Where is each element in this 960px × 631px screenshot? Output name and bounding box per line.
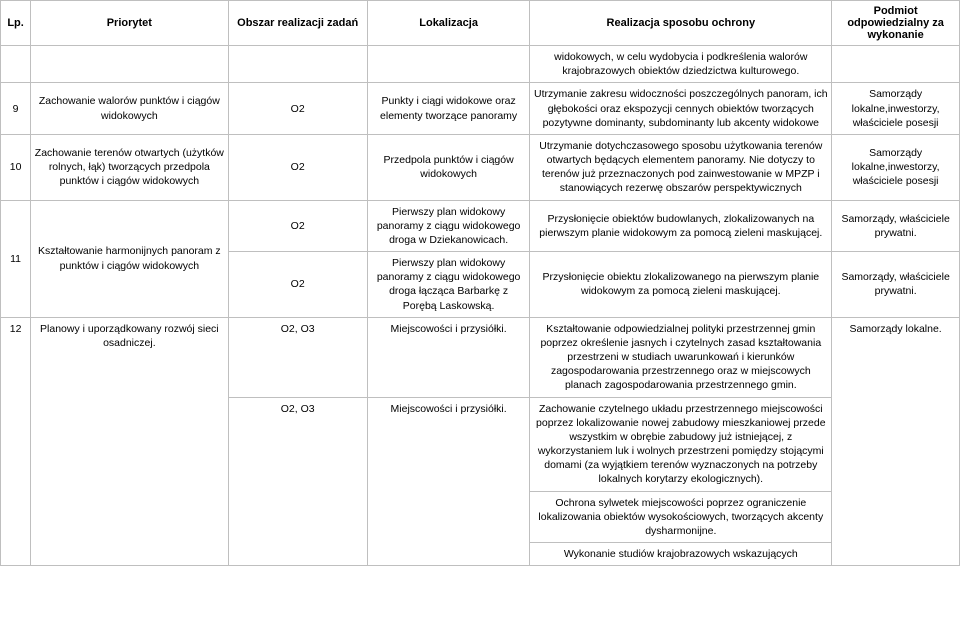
cell-obszar: O2 bbox=[228, 200, 367, 252]
header-lokalizacja: Lokalizacja bbox=[367, 1, 530, 46]
cell-podmiot: Samorządy, właściciele prywatni. bbox=[832, 200, 960, 252]
cell-realizacja: Utrzymanie zakresu widoczności poszczegó… bbox=[530, 83, 832, 135]
header-lp: Lp. bbox=[1, 1, 31, 46]
cell-priorytet: Zachowanie walorów punktów i ciągów wido… bbox=[31, 83, 228, 135]
table-header-row: Lp. Priorytet Obszar realizacji zadań Lo… bbox=[1, 1, 960, 46]
cell-obszar: O2, O3 bbox=[228, 317, 367, 397]
table-row: 12 Planowy i uporządkowany rozwój sieci … bbox=[1, 317, 960, 397]
cell-lokalizacja: Pierwszy plan widokowy panoramy z ciągu … bbox=[367, 252, 530, 318]
cell-priorytet: Zachowanie terenów otwartych (użytków ro… bbox=[31, 134, 228, 200]
cell-obszar: O2, O3 bbox=[228, 397, 367, 566]
cell-podmiot: Samorządy lokalne,inwestorzy, właściciel… bbox=[832, 134, 960, 200]
cell-lokalizacja: Przedpola punktów i ciągów widokowych bbox=[367, 134, 530, 200]
cell-lokalizacja: Miejscowości i przysiółki. bbox=[367, 397, 530, 566]
cell-obszar: O2 bbox=[228, 252, 367, 318]
cell-lp: 11 bbox=[1, 200, 31, 317]
header-priorytet: Priorytet bbox=[31, 1, 228, 46]
cell-realizacja: Utrzymanie dotychczasowego sposobu użytk… bbox=[530, 134, 832, 200]
cell-podmiot: Samorządy lokalne. bbox=[832, 317, 960, 566]
cell-realizacja: Wykonanie studiów krajobrazowych wskazuj… bbox=[530, 543, 832, 566]
table-row: 11 Kształtowanie harmonijnych panoram z … bbox=[1, 200, 960, 252]
cell-priorytet: Planowy i uporządkowany rozwój sieci osa… bbox=[31, 317, 228, 566]
cell-lp: 9 bbox=[1, 83, 31, 135]
cell-realizacja: Przysłonięcie obiektów budowlanych, zlok… bbox=[530, 200, 832, 252]
cell-realizacja: Kształtowanie odpowiedzialnej polityki p… bbox=[530, 317, 832, 397]
table-row: 10 Zachowanie terenów otwartych (użytków… bbox=[1, 134, 960, 200]
cell-priorytet: Kształtowanie harmonijnych panoram z pun… bbox=[31, 200, 228, 317]
cell-lokalizacja: Punkty i ciągi widokowe oraz elementy tw… bbox=[367, 83, 530, 135]
cell-podmiot: Samorządy lokalne,inwestorzy, właściciel… bbox=[832, 83, 960, 135]
cell-realizacja: Zachowanie czytelnego układu przestrzenn… bbox=[530, 397, 832, 491]
cell-lp: 12 bbox=[1, 317, 31, 566]
cell-lp: 10 bbox=[1, 134, 31, 200]
cell-obszar: O2 bbox=[228, 134, 367, 200]
protection-measures-table: Lp. Priorytet Obszar realizacji zadań Lo… bbox=[0, 0, 960, 566]
cell-realizacja: Przysłonięcie obiektu zlokalizowanego na… bbox=[530, 252, 832, 318]
table-row: 9 Zachowanie walorów punktów i ciągów wi… bbox=[1, 83, 960, 135]
cell-realizacja: widokowych, w celu wydobycia i podkreśle… bbox=[530, 46, 832, 83]
header-podmiot: Podmiot odpowiedzialny za wykonanie bbox=[832, 1, 960, 46]
header-realizacja: Realizacja sposobu ochrony bbox=[530, 1, 832, 46]
header-obszar: Obszar realizacji zadań bbox=[228, 1, 367, 46]
cell-obszar: O2 bbox=[228, 83, 367, 135]
cell-lokalizacja: Miejscowości i przysiółki. bbox=[367, 317, 530, 397]
cell-lokalizacja: Pierwszy plan widokowy panoramy z ciągu … bbox=[367, 200, 530, 252]
table-row: widokowych, w celu wydobycia i podkreśle… bbox=[1, 46, 960, 83]
cell-realizacja: Ochrona sylwetek miejscowości poprzez og… bbox=[530, 491, 832, 543]
cell-podmiot: Samorządy, właściciele prywatni. bbox=[832, 252, 960, 318]
